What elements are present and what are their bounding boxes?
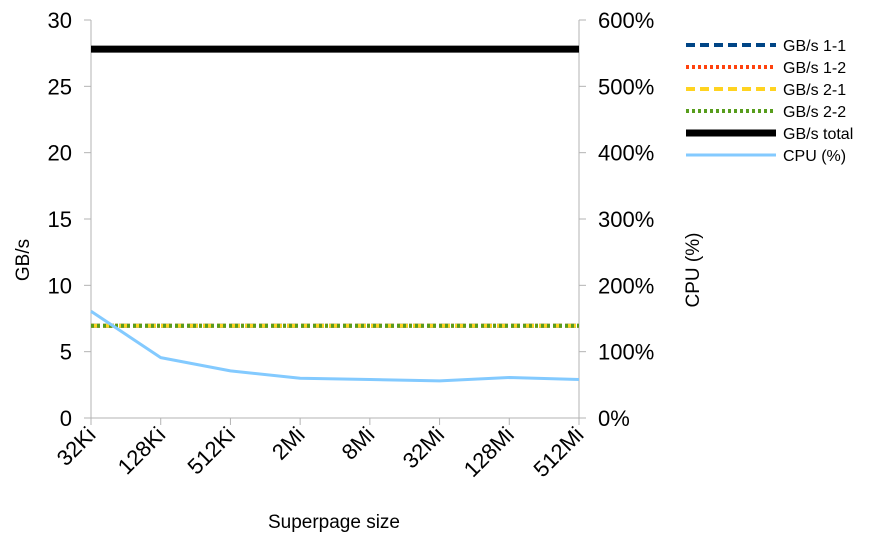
- x-tick-label: 512Mi: [528, 422, 588, 482]
- legend-label-gb-s-2-2: GB/s 2-2: [783, 104, 846, 121]
- x-tick-label: 512Ki: [182, 422, 239, 479]
- y-axis-title: GB/s: [13, 239, 34, 281]
- y-tick-label: 10: [48, 273, 72, 298]
- x-tick-label: 128Ki: [113, 422, 170, 479]
- series-layer: [90, 45, 580, 383]
- x-tick-label: 8Mi: [337, 422, 380, 465]
- y2-tick-label: 200%: [598, 273, 654, 298]
- y2-tick-label: 600%: [598, 8, 654, 33]
- legend-label-gb-s-1-1: GB/s 1-1: [783, 38, 846, 55]
- y-tick-label: 25: [48, 74, 72, 99]
- legend: GB/s 1-1 GB/s 1-2 GB/s 2-1 GB/s 2-2 GB/s tot…: [686, 38, 853, 165]
- legend-label-gb-s-1-2: GB/s 1-2: [783, 60, 846, 77]
- x-tick-label: 128Mi: [459, 422, 519, 482]
- x-axis-title: Superpage size: [268, 512, 400, 533]
- y-tick-label: 5: [60, 340, 72, 365]
- x-tick-label: 32Mi: [398, 422, 449, 473]
- legend-label-cpu: CPU (%): [783, 148, 846, 165]
- series-line-cpu: [90, 309, 580, 383]
- y2-tick-label: 500%: [598, 74, 654, 99]
- y2-tick-label: 300%: [598, 207, 654, 232]
- y-tick-label: 20: [48, 141, 72, 166]
- plot-area: 0510152025300%100%200%300%400%500%600%32…: [48, 8, 655, 482]
- legend-label-gb-s-total: GB/s total: [783, 126, 853, 143]
- y2-tick-label: 0%: [598, 406, 630, 431]
- legend-label-gb-s-2-1: GB/s 2-1: [783, 82, 846, 99]
- y2-tick-label: 100%: [598, 340, 654, 365]
- x-tick-label: 2Mi: [267, 422, 310, 465]
- y2-axis-title: CPU (%): [683, 233, 704, 308]
- y-tick-label: 30: [48, 8, 72, 33]
- y-tick-label: 0: [60, 406, 72, 431]
- y-tick-label: 15: [48, 207, 72, 232]
- y2-tick-label: 400%: [598, 141, 654, 166]
